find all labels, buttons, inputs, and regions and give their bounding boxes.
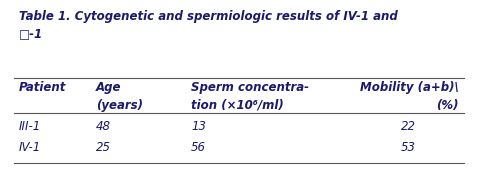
Text: III-1: III-1: [19, 120, 42, 133]
Text: Table 1. Cytogenetic and spermiologic results of IV-1 and: Table 1. Cytogenetic and spermiologic re…: [19, 10, 398, 23]
Text: (years): (years): [96, 99, 142, 112]
Text: IV-1: IV-1: [19, 141, 42, 154]
Text: Age: Age: [96, 81, 121, 94]
Text: 48: 48: [96, 120, 110, 133]
Text: (%): (%): [436, 99, 459, 112]
Text: 22: 22: [401, 120, 416, 133]
Text: 25: 25: [96, 141, 110, 154]
Text: Patient: Patient: [19, 81, 66, 94]
Text: 56: 56: [191, 141, 206, 154]
Text: 13: 13: [191, 120, 206, 133]
Text: 53: 53: [401, 141, 416, 154]
Text: □-1: □-1: [19, 27, 43, 40]
Text: Sperm concentra-: Sperm concentra-: [191, 81, 309, 94]
Text: tion (×10⁶/ml): tion (×10⁶/ml): [191, 99, 284, 112]
Text: Mobility (a+b)\: Mobility (a+b)\: [360, 81, 459, 94]
